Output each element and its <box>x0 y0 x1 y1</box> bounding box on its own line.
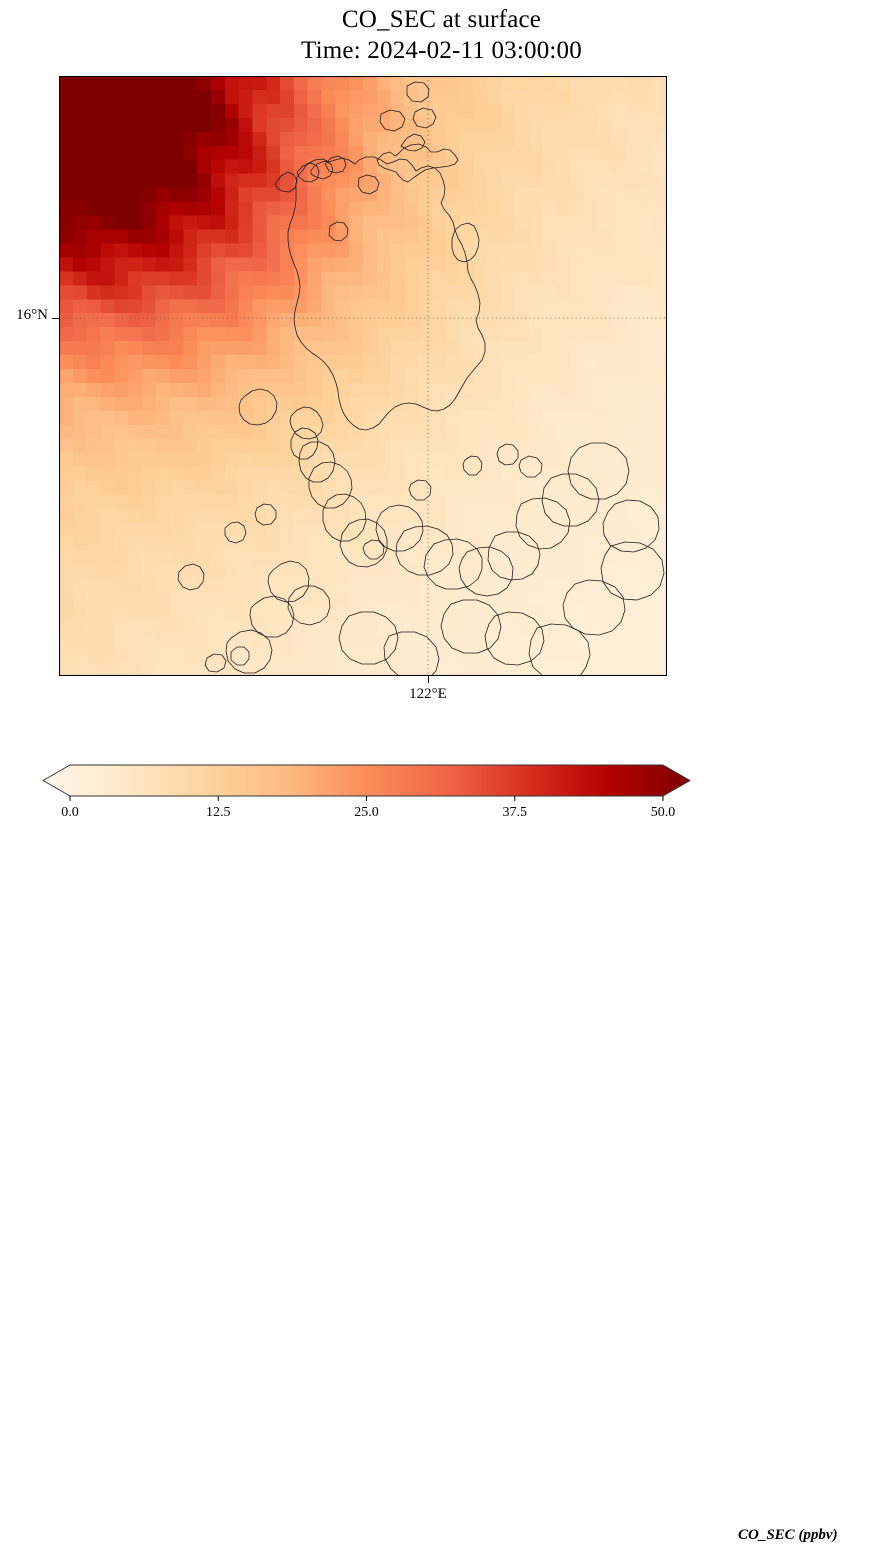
map-svg <box>59 76 667 676</box>
colorbar-svg <box>42 764 691 801</box>
figure-title: CO_SEC at surface Time: 2024-02-11 03:00… <box>0 4 883 66</box>
colorbar-gradient-bar <box>42 764 691 797</box>
concentration-field <box>59 76 667 676</box>
latitude-tick-label: 16°N <box>16 307 48 323</box>
colorbar-panel: CO_SEC (ppbv) <box>0 756 883 1543</box>
longitude-tick-mark <box>427 676 429 683</box>
latitude-tick-mark <box>52 317 59 319</box>
map-panel <box>59 76 667 676</box>
colorbar-tick-label: 25.0 <box>354 805 379 820</box>
coastlines <box>177 81 665 676</box>
longitude-tick-label: 122°E <box>409 686 447 702</box>
colorbar-tick-label: 12.5 <box>206 805 231 820</box>
colorbar-tick-label: 0.0 <box>61 805 79 820</box>
title-line-2: Time: 2024-02-11 03:00:00 <box>301 37 582 64</box>
colorbar-tick-marks <box>69 796 664 801</box>
colorbar-tick-label: 50.0 <box>650 805 676 820</box>
figure-canvas: CO_SEC at surface Time: 2024-02-11 03:00… <box>0 4 883 1543</box>
colorbar-tick-label: 37.5 <box>502 805 528 820</box>
title-line-1: CO_SEC at surface <box>341 6 542 33</box>
colorbar-title: CO_SEC (ppbv) <box>738 1527 838 1543</box>
